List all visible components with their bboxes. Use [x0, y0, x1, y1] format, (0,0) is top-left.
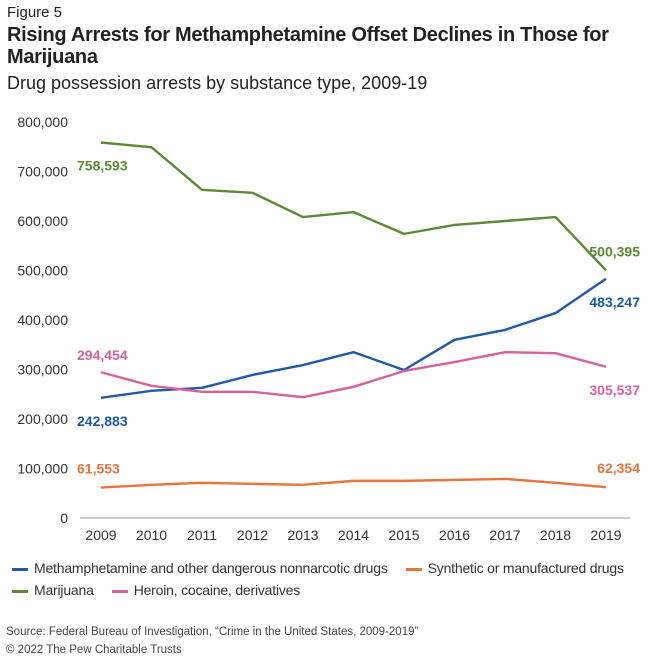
- series-line: [100, 141, 607, 272]
- legend-swatch: [12, 567, 28, 571]
- legend-item: Synthetic or manufactured drugs: [405, 560, 624, 577]
- x-tick-label: 2019: [590, 527, 621, 543]
- x-tick-label: 2009: [85, 527, 116, 543]
- x-tick-label: 2018: [540, 527, 571, 543]
- x-tick-label: 2014: [338, 527, 369, 543]
- legend-item: Methamphetamine and other dangerous nonn…: [12, 560, 388, 577]
- series-line: [100, 277, 607, 399]
- y-tick-label: 500,000: [17, 263, 68, 279]
- x-tick-label: 2011: [187, 527, 217, 543]
- x-tick-label: 2013: [287, 527, 318, 543]
- legend-swatch: [12, 589, 28, 593]
- legend-label: Heroin, cocaine, derivatives: [133, 582, 301, 598]
- y-tick-label: 800,000: [17, 114, 68, 130]
- y-tick-label: 600,000: [17, 213, 68, 229]
- x-tick-label: 2015: [388, 527, 419, 543]
- chart-subtitle: Drug possession arrests by substance typ…: [7, 73, 428, 93]
- data-label: 305,537: [589, 382, 640, 398]
- y-tick-label: 700,000: [17, 164, 68, 180]
- source-note: Source: Federal Bureau of Investigation,…: [6, 626, 419, 638]
- legend-label: Marijuana: [34, 582, 94, 598]
- figure-label: Figure 5: [7, 4, 63, 21]
- y-tick-label: 0: [60, 510, 68, 526]
- data-label: 61,553: [77, 461, 120, 477]
- data-label: 483,247: [589, 294, 640, 310]
- legend-swatch: [405, 567, 422, 571]
- legend: Methamphetamine and other dangerous nonn…: [12, 560, 648, 599]
- data-label: 242,883: [77, 413, 128, 429]
- line-chart: 0 100,000 200,000 300,000 400,000 500,000 600,…: [17, 114, 640, 543]
- copyright: © 2022 The Pew Charitable Trusts: [6, 644, 182, 656]
- legend-item: Heroin, cocaine, derivatives: [111, 582, 301, 599]
- x-tick-label: 2016: [439, 527, 470, 543]
- y-tick-label: 100,000: [17, 461, 68, 477]
- data-label: 500,395: [589, 243, 640, 259]
- y-tick-label: 300,000: [17, 362, 68, 378]
- legend-label: Methamphetamine and other dangerous nonn…: [34, 560, 388, 576]
- data-label: 758,593: [77, 157, 128, 173]
- legend-item: Marijuana: [12, 582, 94, 599]
- x-tick-label: 2017: [489, 527, 520, 543]
- legend-label: Synthetic or manufactured drugs: [427, 560, 624, 576]
- y-tick-label: 400,000: [17, 312, 68, 328]
- data-label: 62,354: [597, 460, 640, 476]
- x-tick-label: 2010: [136, 527, 167, 543]
- chart-title: Rising Arrests for Methamphetamine Offse…: [7, 24, 609, 68]
- legend-swatch: [111, 589, 128, 593]
- series-line: [100, 477, 607, 489]
- y-tick-label: 200,000: [17, 411, 68, 427]
- data-label: 294,454: [77, 347, 128, 363]
- x-tick-label: 2012: [237, 527, 268, 543]
